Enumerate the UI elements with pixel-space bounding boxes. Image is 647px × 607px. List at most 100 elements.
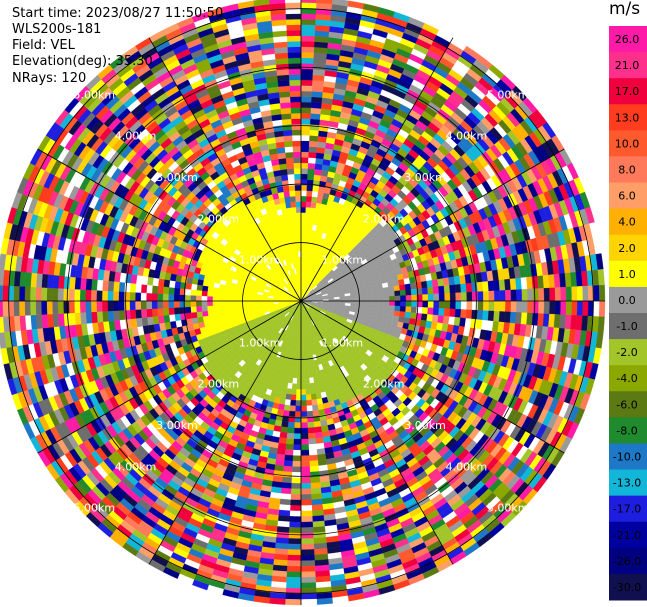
velocity-gate — [366, 293, 373, 298]
velocity-gate — [426, 314, 434, 322]
velocity-gate — [311, 504, 324, 511]
velocity-gate — [405, 300, 412, 307]
velocity-gate — [206, 295, 213, 302]
velocity-gate — [314, 163, 323, 171]
velocity-gate — [300, 173, 308, 180]
velocity-gate — [195, 300, 202, 307]
velocity-gate — [309, 129, 320, 137]
velocity-gate — [168, 307, 175, 316]
velocity-gate — [521, 288, 528, 302]
velocity-gate — [383, 291, 390, 297]
velocity-gate — [378, 300, 385, 306]
velocity-gate — [245, 297, 252, 302]
velocity-gate — [400, 295, 407, 302]
velocity-gate — [509, 278, 517, 291]
velocity-gate — [190, 300, 197, 307]
velocity-gate — [382, 286, 390, 293]
velocity-gate — [300, 427, 309, 434]
velocity-gate — [427, 286, 434, 295]
velocity-gate — [521, 300, 528, 314]
velocity-gate — [300, 118, 311, 125]
velocity-gate — [304, 366, 309, 373]
velocity-gate — [383, 305, 390, 311]
velocity-gate — [291, 466, 302, 473]
velocity-gate — [466, 300, 473, 311]
velocity-gate — [300, 471, 311, 479]
velocity-gate — [465, 282, 473, 293]
velocity-gate — [212, 305, 219, 311]
velocity-gate — [494, 290, 501, 302]
velocity-gate — [498, 279, 506, 291]
velocity-gate — [140, 300, 147, 310]
velocity-gate — [438, 285, 445, 294]
velocity-gate — [471, 309, 478, 320]
velocity-gate — [57, 288, 64, 302]
velocity-gate — [96, 300, 103, 312]
velocity-gate — [314, 168, 322, 176]
velocity-gate — [168, 300, 175, 309]
velocity-gate — [482, 291, 490, 302]
velocity-gate — [283, 404, 291, 412]
velocity-gate — [300, 140, 310, 147]
velocity-gate — [118, 300, 125, 311]
velocity-gate — [129, 291, 136, 302]
velocity-gate — [300, 411, 308, 418]
velocity-gate — [510, 289, 517, 302]
velocity-gate — [399, 311, 406, 318]
velocity-gate — [300, 560, 316, 567]
velocity-gate — [310, 107, 322, 115]
velocity-gate — [174, 313, 182, 322]
velocity-gate — [300, 549, 315, 556]
velocity-gate — [404, 283, 412, 291]
velocity-gate — [184, 300, 191, 308]
velocity-gate — [146, 300, 153, 310]
velocity-gate — [311, 96, 323, 104]
velocity-gate — [460, 309, 467, 319]
velocity-gate — [388, 286, 395, 292]
velocity-gate — [282, 471, 293, 478]
velocity-gate — [571, 286, 578, 302]
velocity-gate — [308, 146, 318, 153]
velocity-gate — [460, 300, 467, 310]
velocity-gate — [107, 290, 114, 302]
velocity-gate — [308, 151, 317, 159]
velocity-gate — [201, 305, 208, 312]
velocity-gate — [285, 443, 294, 451]
velocity-gate — [234, 297, 241, 302]
velocity-gate — [212, 296, 219, 302]
velocity-gate — [300, 455, 310, 462]
velocity-gate — [300, 378, 306, 385]
velocity-gate — [309, 382, 316, 390]
velocity-gate — [538, 300, 545, 314]
velocity-gate — [449, 308, 456, 318]
velocity-gate — [300, 494, 312, 501]
velocity-gate — [554, 287, 561, 302]
velocity-gate — [309, 465, 320, 473]
velocity-gate — [307, 432, 316, 440]
velocity-gate — [312, 185, 320, 192]
velocity-gate — [476, 281, 484, 292]
velocity-gate — [389, 295, 396, 302]
velocity-gate — [543, 300, 550, 315]
velocity-gate — [300, 521, 314, 528]
velocity-gate — [85, 300, 92, 313]
velocity-gate — [306, 405, 313, 412]
velocity-gate — [576, 286, 584, 302]
velocity-gate — [90, 300, 97, 313]
velocity-gate — [80, 312, 87, 325]
velocity-gate — [377, 292, 384, 298]
velocity-gate — [292, 449, 302, 456]
velocity-gate — [309, 135, 319, 142]
velocity-gate — [300, 217, 306, 224]
velocity-gate — [427, 293, 434, 302]
velocity-gate — [35, 286, 42, 302]
velocity-gate — [313, 174, 322, 182]
velocity-gate — [300, 576, 316, 584]
velocity-gate — [350, 295, 357, 299]
velocity-gate — [300, 2, 317, 9]
velocity-gate — [437, 315, 445, 324]
velocity-gate — [308, 157, 317, 164]
velocity-gate — [280, 426, 288, 434]
velocity-gate — [427, 300, 434, 309]
velocity-gate — [405, 295, 412, 302]
